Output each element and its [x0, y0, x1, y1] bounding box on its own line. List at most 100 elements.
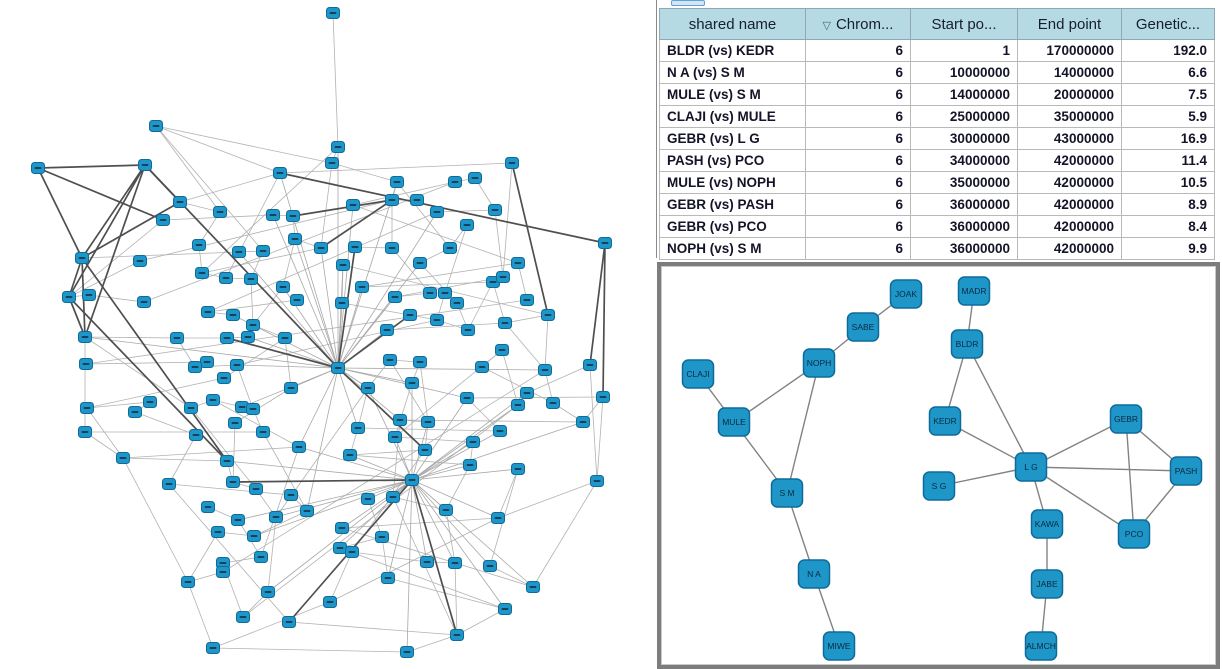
network-node[interactable]: [439, 504, 453, 516]
table-cell[interactable]: GEBR (vs) PCO: [659, 215, 806, 238]
network-node[interactable]: [335, 522, 349, 534]
network-node[interactable]: [75, 252, 89, 264]
table-row[interactable]: BLDR (vs) KEDR 6 1 170000000 192.0: [659, 39, 1215, 62]
network-node[interactable]: [413, 356, 427, 368]
network-node[interactable]: [79, 358, 93, 370]
network-node[interactable]: [498, 603, 512, 615]
table-cell[interactable]: 10.5: [1121, 171, 1215, 194]
network-node[interactable]: [538, 364, 552, 376]
table-cell[interactable]: 6: [805, 83, 911, 106]
network-node[interactable]: [475, 361, 489, 373]
network-node[interactable]: [273, 167, 287, 179]
network-node[interactable]: [383, 354, 397, 366]
network-node[interactable]: [116, 452, 130, 464]
network-node[interactable]: [216, 566, 230, 578]
table-cell[interactable]: 34000000: [910, 149, 1018, 172]
network-node[interactable]: [468, 172, 482, 184]
table-cell[interactable]: 25000000: [910, 105, 1018, 128]
network-node[interactable]: [483, 560, 497, 572]
table-cell[interactable]: GEBR (vs) L G: [659, 127, 806, 150]
network-node[interactable]: [220, 455, 234, 467]
table-cell[interactable]: 36000000: [910, 237, 1018, 260]
network-node[interactable]: [219, 272, 233, 284]
network-node-sm[interactable]: S M: [770, 478, 804, 508]
network-node[interactable]: [345, 546, 359, 558]
network-node[interactable]: [137, 296, 151, 308]
network-node[interactable]: [466, 436, 480, 448]
network-edge[interactable]: [786, 362, 820, 494]
network-node[interactable]: [162, 478, 176, 490]
table-row[interactable]: CLAJI (vs) MULE 6 25000000 35000000 5.9: [659, 105, 1215, 128]
network-node[interactable]: [430, 206, 444, 218]
network-node[interactable]: [138, 159, 152, 171]
network-node[interactable]: [331, 362, 345, 374]
network-node[interactable]: [418, 444, 432, 456]
network-node[interactable]: [326, 7, 340, 19]
network-node[interactable]: [393, 414, 407, 426]
network-node[interactable]: [82, 289, 96, 301]
network-node[interactable]: [498, 317, 512, 329]
network-edge[interactable]: [1030, 466, 1135, 535]
network-node-joak[interactable]: JOAK: [889, 279, 923, 309]
network-node[interactable]: [256, 245, 270, 257]
network-node[interactable]: [423, 287, 437, 299]
network-node[interactable]: [143, 396, 157, 408]
table-cell[interactable]: 8.4: [1121, 215, 1215, 238]
network-node[interactable]: [156, 214, 170, 226]
network-node[interactable]: [526, 581, 540, 593]
table-cell[interactable]: CLAJI (vs) MULE: [659, 105, 806, 128]
table-cell[interactable]: 35000000: [1017, 105, 1122, 128]
network-node[interactable]: [496, 271, 510, 283]
network-node[interactable]: [410, 194, 424, 206]
table-cell[interactable]: 42000000: [1017, 237, 1122, 260]
table-cell[interactable]: 42000000: [1017, 149, 1122, 172]
network-node[interactable]: [450, 297, 464, 309]
network-node[interactable]: [438, 287, 452, 299]
network-node[interactable]: [413, 257, 427, 269]
table-cell[interactable]: 8.9: [1121, 193, 1215, 216]
network-node-sg[interactable]: S G: [922, 471, 956, 501]
table-row[interactable]: PASH (vs) PCO 6 34000000 42000000 11.4: [659, 149, 1215, 172]
filter-funnel-icon[interactable]: ▽: [822, 19, 831, 32]
full-network-canvas[interactable]: [0, 0, 655, 669]
table-cell[interactable]: N A (vs) S M: [659, 61, 806, 84]
network-node[interactable]: [314, 242, 328, 254]
network-node[interactable]: [188, 361, 202, 373]
network-node[interactable]: [246, 319, 260, 331]
network-node-madr[interactable]: MADR: [957, 276, 991, 306]
network-node[interactable]: [286, 210, 300, 222]
network-node[interactable]: [170, 332, 184, 344]
network-node[interactable]: [78, 331, 92, 343]
network-node[interactable]: [201, 306, 215, 318]
network-node[interactable]: [375, 531, 389, 543]
network-node[interactable]: [189, 429, 203, 441]
table-row[interactable]: MULE (vs) NOPH 6 35000000 42000000 10.5: [659, 171, 1215, 194]
network-node[interactable]: [596, 391, 610, 403]
network-node-almch[interactable]: ALMCH: [1024, 631, 1058, 661]
table-cell[interactable]: BLDR (vs) KEDR: [659, 39, 806, 62]
network-node[interactable]: [348, 241, 362, 253]
network-node-gebr[interactable]: GEBR: [1109, 404, 1143, 434]
network-node[interactable]: [236, 611, 250, 623]
network-node[interactable]: [206, 394, 220, 406]
network-node[interactable]: [355, 281, 369, 293]
table-cell[interactable]: 30000000: [910, 127, 1018, 150]
network-node[interactable]: [335, 297, 349, 309]
table-cell[interactable]: 6: [805, 237, 911, 260]
network-node[interactable]: [284, 489, 298, 501]
network-edge[interactable]: [966, 343, 1032, 468]
network-node[interactable]: [247, 530, 261, 542]
network-node[interactable]: [192, 239, 206, 251]
table-row[interactable]: GEBR (vs) PCO 6 36000000 42000000 8.4: [659, 215, 1215, 238]
network-node[interactable]: [80, 402, 94, 414]
network-node[interactable]: [288, 233, 302, 245]
network-node[interactable]: [128, 406, 142, 418]
network-node-jabe[interactable]: JABE: [1030, 569, 1064, 599]
network-node[interactable]: [133, 255, 147, 267]
network-node[interactable]: [149, 120, 163, 132]
network-node[interactable]: [31, 162, 45, 174]
table-cell[interactable]: 14000000: [1017, 61, 1122, 84]
column-header-genetic[interactable]: Genetic...: [1121, 8, 1215, 40]
table-row[interactable]: N A (vs) S M 6 10000000 14000000 6.6: [659, 61, 1215, 84]
network-node-lg[interactable]: L G: [1014, 452, 1048, 482]
